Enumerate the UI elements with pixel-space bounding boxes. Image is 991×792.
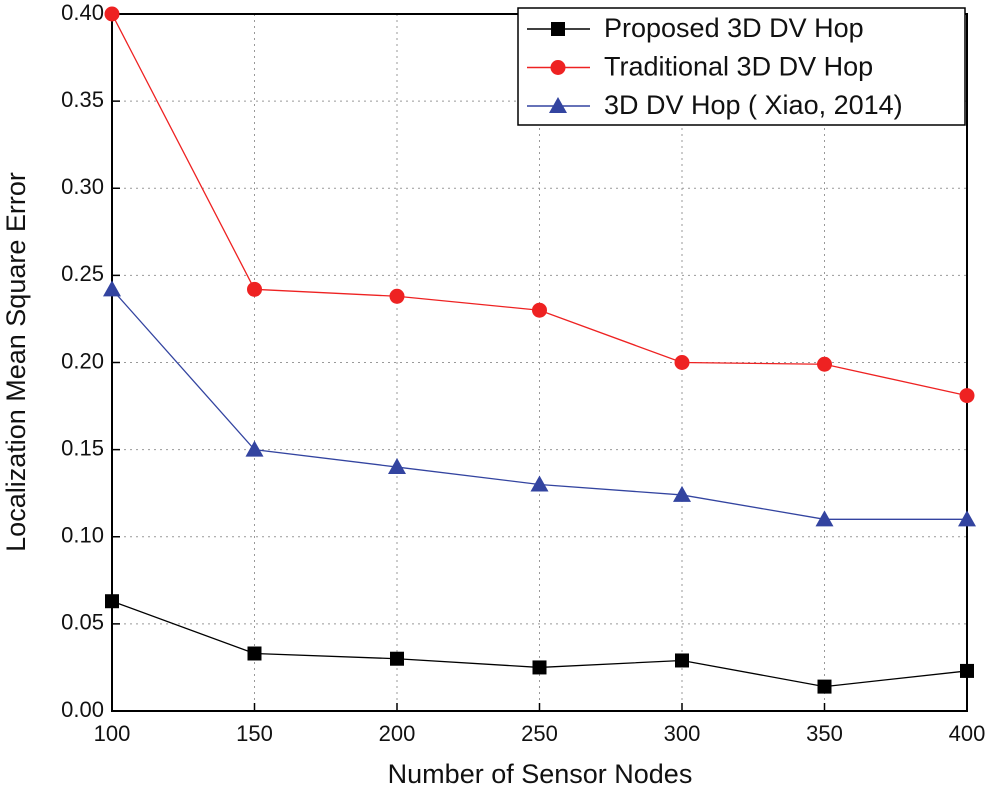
marker (388, 458, 406, 475)
y-tick-label: 0.40 (61, 0, 104, 25)
legend-text: Traditional 3D DV Hop (604, 52, 873, 82)
y-tick-label: 0.20 (61, 348, 104, 373)
y-tick-label: 0.15 (61, 435, 104, 460)
marker (959, 388, 975, 404)
x-tick-label: 200 (379, 721, 416, 746)
x-tick-label: 150 (236, 721, 273, 746)
marker (103, 280, 121, 297)
x-tick-label: 300 (664, 721, 701, 746)
y-tick-label: 0.05 (61, 610, 104, 635)
y-tick-label: 0.00 (61, 697, 104, 722)
y-tick-label: 0.30 (61, 174, 104, 199)
marker (532, 660, 547, 675)
marker (673, 485, 691, 502)
y-axis-label: Localization Mean Square Error (1, 172, 31, 552)
x-tick-label: 400 (949, 721, 986, 746)
marker (817, 679, 832, 694)
x-tick-label: 350 (806, 721, 843, 746)
marker (674, 355, 690, 370)
legend-marker (549, 97, 567, 113)
marker (675, 653, 689, 668)
marker (390, 651, 404, 666)
marker (104, 6, 120, 22)
legend-text: 3D DV Hop ( Xiao, 2014) (604, 90, 903, 120)
y-tick-label: 0.25 (61, 261, 104, 286)
marker (247, 281, 262, 297)
legend-text: Proposed 3D DV Hop (604, 13, 864, 43)
marker (958, 510, 976, 527)
marker (960, 663, 974, 678)
y-tick-label: 0.35 (61, 87, 104, 112)
legend-marker (551, 22, 565, 36)
x-tick-label: 100 (94, 721, 131, 746)
marker (245, 440, 264, 457)
x-axis-label: Number of Sensor Nodes (388, 759, 693, 789)
marker (815, 510, 834, 527)
marker (105, 594, 119, 609)
marker (530, 475, 549, 492)
legend-marker (550, 60, 566, 75)
y-tick-label: 0.10 (61, 523, 104, 548)
marker (389, 288, 405, 304)
marker (817, 356, 832, 372)
marker (247, 646, 262, 661)
x-tick-label: 250 (521, 721, 558, 746)
marker (532, 302, 547, 318)
legend-box (517, 7, 966, 126)
